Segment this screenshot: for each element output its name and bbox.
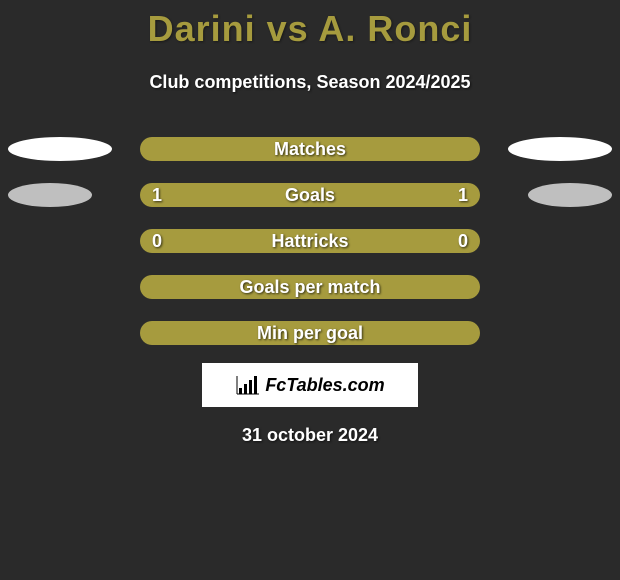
right-ellipse [508, 137, 612, 161]
page-title: Darini vs A. Ronci [0, 0, 620, 50]
left-value: 0 [152, 229, 162, 253]
right-value: 1 [458, 183, 468, 207]
right-value: 0 [458, 229, 468, 253]
stat-bar [140, 137, 480, 161]
left-value: 1 [152, 183, 162, 207]
right-ellipse [528, 183, 612, 207]
stat-row: Matches [0, 137, 620, 161]
left-ellipse [8, 137, 112, 161]
logo-box: FcTables.com [202, 363, 418, 407]
date-label: 31 october 2024 [0, 425, 620, 446]
subtitle: Club competitions, Season 2024/2025 [0, 72, 620, 93]
stat-row: 1 1 Goals [0, 183, 620, 207]
stats-rows: Matches 1 1 Goals 0 0 Hattricks Goals pe… [0, 137, 620, 345]
stat-row: Min per goal [0, 321, 620, 345]
stat-bar [140, 183, 480, 207]
left-ellipse [8, 183, 92, 207]
stat-bar [140, 275, 480, 299]
stat-row: Goals per match [0, 275, 620, 299]
stat-bar [140, 229, 480, 253]
stat-bar [140, 321, 480, 345]
logo-text: FcTables.com [265, 375, 384, 396]
bar-chart-icon [235, 374, 261, 396]
stat-row: 0 0 Hattricks [0, 229, 620, 253]
